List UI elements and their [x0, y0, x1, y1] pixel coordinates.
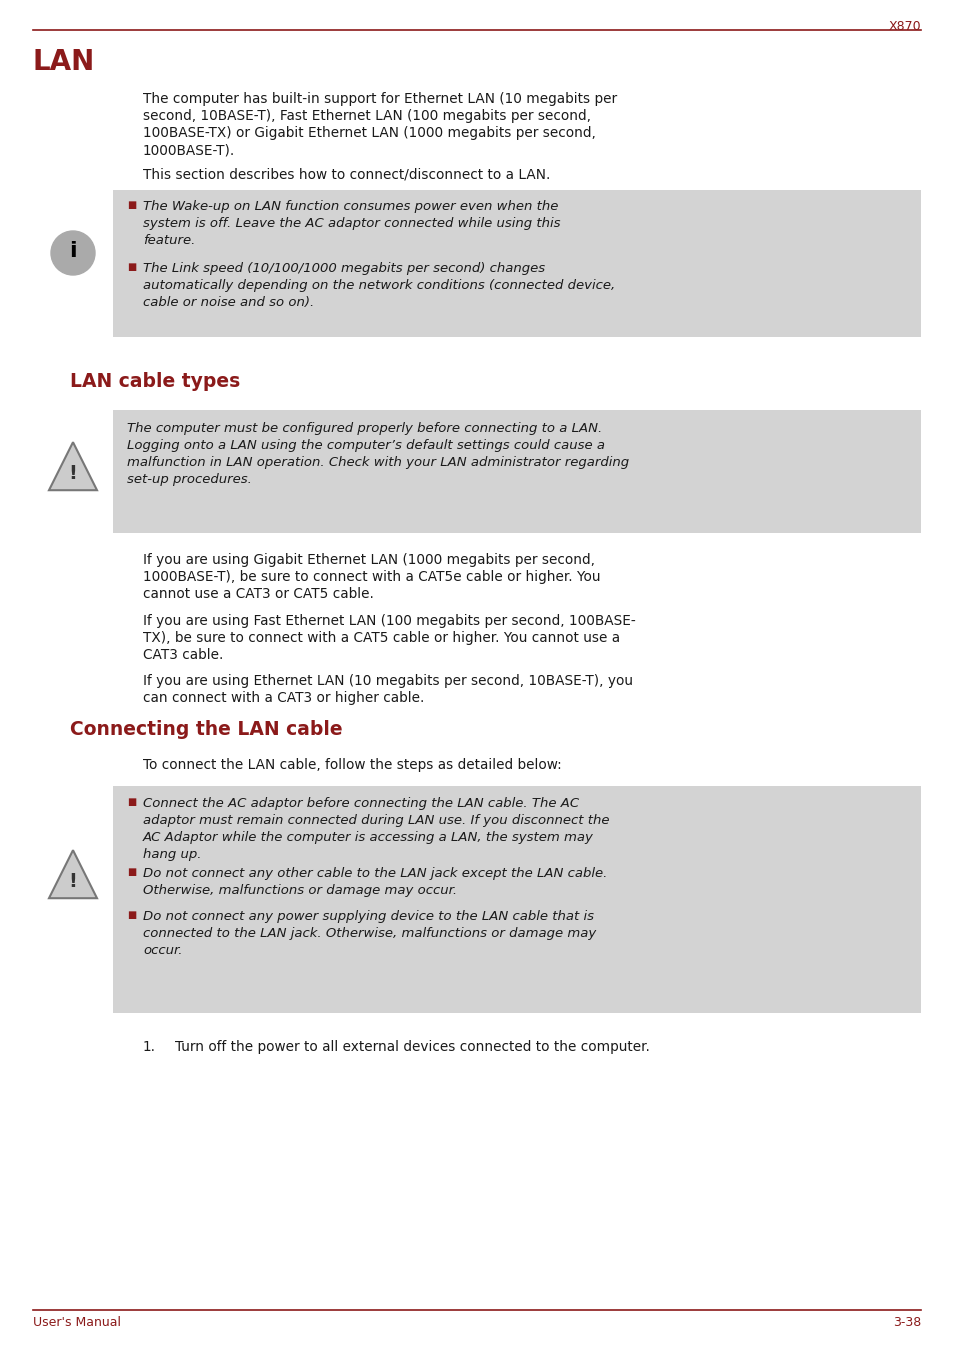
- Text: !: !: [69, 464, 77, 483]
- Text: 1000BASE-T).: 1000BASE-T).: [143, 143, 235, 157]
- Text: !: !: [69, 872, 77, 890]
- Text: 100BASE-TX) or Gigabit Ethernet LAN (1000 megabits per second,: 100BASE-TX) or Gigabit Ethernet LAN (100…: [143, 126, 596, 140]
- Bar: [112, 190, 920, 338]
- Text: connected to the LAN jack. Otherwise, malfunctions or damage may: connected to the LAN jack. Otherwise, ma…: [143, 927, 596, 940]
- Text: i: i: [70, 241, 77, 261]
- Text: To connect the LAN cable, follow the steps as detailed below:: To connect the LAN cable, follow the ste…: [143, 759, 561, 772]
- Text: Do not connect any other cable to the LAN jack except the LAN cable.: Do not connect any other cable to the LA…: [143, 868, 607, 880]
- Text: feature.: feature.: [143, 234, 195, 247]
- Text: Logging onto a LAN using the computer’s default settings could cause a: Logging onto a LAN using the computer’s …: [127, 438, 604, 452]
- Text: ■: ■: [127, 798, 136, 807]
- Polygon shape: [49, 443, 97, 490]
- Text: This section describes how to connect/disconnect to a LAN.: This section describes how to connect/di…: [143, 168, 550, 182]
- Text: LAN cable types: LAN cable types: [70, 373, 240, 391]
- Text: 1.: 1.: [143, 1040, 156, 1054]
- Text: AC Adaptor while the computer is accessing a LAN, the system may: AC Adaptor while the computer is accessi…: [143, 831, 594, 845]
- Text: second, 10BASE-T), Fast Ethernet LAN (100 megabits per second,: second, 10BASE-T), Fast Ethernet LAN (10…: [143, 109, 590, 122]
- Text: cable or noise and so on).: cable or noise and so on).: [143, 296, 314, 309]
- Text: Turn off the power to all external devices connected to the computer.: Turn off the power to all external devic…: [174, 1040, 649, 1054]
- Text: CAT3 cable.: CAT3 cable.: [143, 648, 223, 662]
- Text: ■: ■: [127, 262, 136, 272]
- Text: Do not connect any power supplying device to the LAN cable that is: Do not connect any power supplying devic…: [143, 911, 594, 923]
- Text: If you are using Ethernet LAN (10 megabits per second, 10BASE-T), you: If you are using Ethernet LAN (10 megabi…: [143, 674, 633, 689]
- Text: system is off. Leave the AC adaptor connected while using this: system is off. Leave the AC adaptor conn…: [143, 217, 560, 230]
- Text: set-up procedures.: set-up procedures.: [127, 473, 252, 486]
- Circle shape: [51, 231, 95, 274]
- Text: cannot use a CAT3 or CAT5 cable.: cannot use a CAT3 or CAT5 cable.: [143, 586, 374, 601]
- Text: The computer must be configured properly before connecting to a LAN.: The computer must be configured properly…: [127, 422, 601, 434]
- Text: can connect with a CAT3 or higher cable.: can connect with a CAT3 or higher cable.: [143, 691, 424, 705]
- Text: The Link speed (10/100/1000 megabits per second) changes: The Link speed (10/100/1000 megabits per…: [143, 262, 544, 274]
- Text: occur.: occur.: [143, 944, 182, 958]
- Text: 3-38: 3-38: [892, 1315, 920, 1329]
- Text: ■: ■: [127, 868, 136, 877]
- Text: Otherwise, malfunctions or damage may occur.: Otherwise, malfunctions or damage may oc…: [143, 884, 456, 897]
- Text: hang up.: hang up.: [143, 847, 201, 861]
- Text: automatically depending on the network conditions (connected device,: automatically depending on the network c…: [143, 278, 615, 292]
- Text: malfunction in LAN operation. Check with your LAN administrator regarding: malfunction in LAN operation. Check with…: [127, 456, 628, 469]
- Bar: [112, 410, 920, 533]
- Bar: [112, 785, 920, 1013]
- Text: X870: X870: [887, 20, 920, 34]
- Text: TX), be sure to connect with a CAT5 cable or higher. You cannot use a: TX), be sure to connect with a CAT5 cabl…: [143, 631, 619, 646]
- Text: Connect the AC adaptor before connecting the LAN cable. The AC: Connect the AC adaptor before connecting…: [143, 798, 578, 810]
- Text: LAN: LAN: [33, 48, 95, 77]
- Polygon shape: [49, 850, 97, 898]
- Text: adaptor must remain connected during LAN use. If you disconnect the: adaptor must remain connected during LAN…: [143, 814, 609, 827]
- Text: ■: ■: [127, 200, 136, 210]
- Text: If you are using Fast Ethernet LAN (100 megabits per second, 100BASE-: If you are using Fast Ethernet LAN (100 …: [143, 615, 635, 628]
- Text: 1000BASE-T), be sure to connect with a CAT5e cable or higher. You: 1000BASE-T), be sure to connect with a C…: [143, 570, 599, 584]
- Text: The Wake-up on LAN function consumes power even when the: The Wake-up on LAN function consumes pow…: [143, 200, 558, 213]
- Text: The computer has built-in support for Ethernet LAN (10 megabits per: The computer has built-in support for Et…: [143, 91, 617, 106]
- Text: User's Manual: User's Manual: [33, 1315, 121, 1329]
- Text: Connecting the LAN cable: Connecting the LAN cable: [70, 720, 342, 738]
- Text: If you are using Gigabit Ethernet LAN (1000 megabits per second,: If you are using Gigabit Ethernet LAN (1…: [143, 553, 595, 568]
- Text: ■: ■: [127, 911, 136, 920]
